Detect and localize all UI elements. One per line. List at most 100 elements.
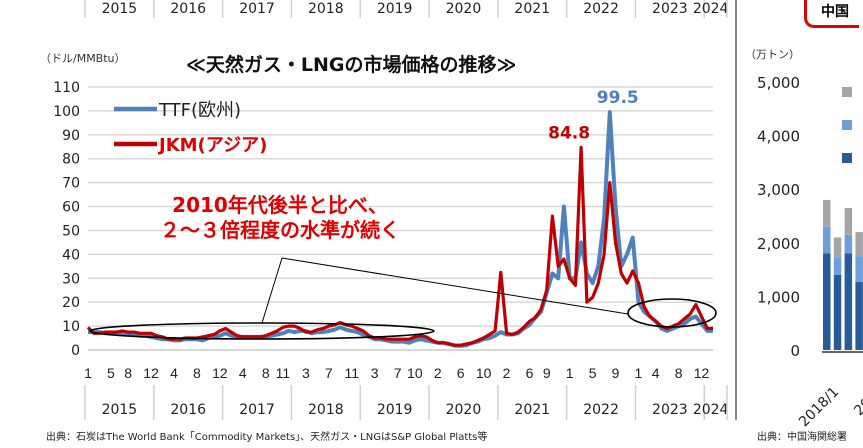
right-y-tick-label: 0 — [790, 342, 800, 360]
x-year-label: 2016 — [170, 402, 206, 418]
annotation-text: 2010年代後半と比べ、 ２～３倍程度の水準が続く — [130, 193, 430, 243]
stacked-bar-segment — [823, 199, 831, 227]
y-tick-label: 60 — [62, 200, 80, 216]
x-year-label: 2023 — [652, 402, 688, 418]
stacked-bar-segment — [823, 226, 831, 254]
header-year-label: 2019 — [377, 1, 413, 17]
x-month-tick-label: 1 — [635, 365, 643, 381]
y-tick-label: 90 — [62, 128, 80, 144]
y-tick-label: 20 — [62, 295, 80, 311]
y-tick-label: 70 — [62, 176, 80, 192]
y-tick-label: 10 — [62, 319, 80, 335]
stacked-bar-segment — [844, 207, 853, 235]
right-y-tick-label: 5,000 — [757, 74, 800, 92]
callout-line — [281, 257, 629, 315]
right-source-note: 出典：中国海関総署 — [757, 432, 847, 443]
x-month-tick-label: 6 — [526, 365, 534, 381]
header-year-label: 2016 — [170, 1, 206, 17]
x-month-tick-label: 8 — [262, 365, 270, 381]
right-x-tick-label: 2018/1 — [796, 384, 842, 430]
y-tick-label: 40 — [62, 247, 80, 263]
header-year-label: 2015 — [102, 1, 138, 17]
x-month-tick-label: 7 — [325, 365, 333, 381]
highlight-ellipse-2023 — [627, 298, 717, 328]
y-tick-label: 0 — [71, 343, 80, 359]
x-month-tick-label: 4 — [170, 365, 178, 381]
data-label: 84.8 — [548, 123, 590, 143]
y-tick-label: 30 — [62, 271, 80, 287]
legend-swatch — [842, 120, 852, 130]
x-month-tick-label: 12 — [694, 365, 710, 381]
header-year-label: 2020 — [446, 1, 482, 17]
x-month-tick-label: 4 — [652, 365, 660, 381]
legend-swatch — [842, 87, 852, 97]
x-month-tick-label: 2 — [434, 365, 442, 381]
x-month-tick-label: 5 — [589, 365, 597, 381]
header-year-label: 2018 — [308, 1, 344, 17]
header-year-label: 2024 — [693, 1, 729, 17]
legend-label: JKM(アジア) — [157, 135, 267, 156]
y-axis-unit: （ドル/MMBtu） — [40, 52, 126, 65]
stacked-bar-segment — [833, 237, 842, 258]
source-note: 出典：石炭はThe World Bank「Commodity Markets」、… — [46, 432, 488, 443]
x-year-label: 2015 — [102, 402, 138, 418]
x-year-label: 2017 — [239, 402, 275, 418]
stacked-bar-segment — [833, 257, 842, 275]
x-year-label: 2022 — [583, 402, 619, 418]
legend-label: TTF(欧州) — [158, 100, 241, 121]
right-y-tick-label: 4,000 — [757, 128, 800, 146]
chart-title: ≪天然ガス・LNGの市場価格の推移≫ — [186, 54, 517, 76]
x-month-tick-label: 10 — [476, 365, 492, 381]
stacked-bar-segment — [855, 232, 863, 257]
x-month-tick-label: 8 — [675, 365, 683, 381]
annotation-line-2: ２～３倍程度の水準が続く — [160, 218, 400, 242]
header-year-label: 2021 — [514, 1, 550, 17]
x-year-label: 2019 — [377, 402, 413, 418]
x-month-tick-label: 3 — [371, 365, 379, 381]
right-y-tick-label: 3,000 — [757, 181, 800, 199]
x-year-label: 2024 — [693, 402, 729, 418]
right-y-tick-label: 1,000 — [757, 288, 800, 306]
stacked-bar-segment — [833, 274, 842, 350]
x-month-tick-label: 3 — [302, 365, 310, 381]
x-month-tick-label: 1 — [566, 365, 574, 381]
header-year-label: 2017 — [239, 1, 275, 17]
stacked-bar-segment — [823, 253, 831, 350]
x-month-tick-label: 11 — [276, 365, 291, 381]
right-x-tick-label: 20 — [851, 395, 863, 419]
stacked-bar-segment — [844, 234, 853, 254]
china-panel-title: 中国 — [804, 0, 859, 28]
y-tick-label: 110 — [53, 80, 80, 96]
x-month-tick-label: 12 — [212, 365, 228, 381]
x-year-label: 2020 — [446, 402, 482, 418]
y-tick-label: 100 — [53, 104, 80, 120]
x-month-tick-label: 2 — [503, 365, 511, 381]
data-label: 99.5 — [597, 88, 639, 108]
x-month-tick-label: 12 — [143, 365, 159, 381]
x-year-label: 2018 — [308, 402, 344, 418]
callout-line — [261, 257, 283, 324]
y-tick-label: 80 — [62, 152, 80, 168]
x-month-tick-label: 9 — [543, 365, 551, 381]
x-month-tick-label: 7 — [394, 365, 402, 381]
x-month-tick-label: 8 — [193, 365, 201, 381]
x-month-tick-label: 5 — [107, 365, 115, 381]
right-y-axis-unit: （万トン） — [745, 48, 800, 61]
x-month-tick-label: 9 — [612, 365, 620, 381]
stacked-bar-segment — [855, 281, 863, 350]
legend-swatch — [842, 153, 852, 163]
annotation-line-1: 2010年代後半と比べ、 — [172, 193, 388, 217]
x-month-tick-label: 6 — [457, 365, 465, 381]
header-year-label: 2022 — [583, 1, 619, 17]
x-month-tick-label: 8 — [124, 365, 132, 381]
stacked-bar-segment — [844, 253, 853, 350]
x-month-tick-label: 10 — [407, 365, 423, 381]
china-panel-title-text: 中国 — [804, 0, 859, 28]
right-y-tick-label: 2,000 — [757, 235, 800, 253]
stacked-bar-segment — [855, 256, 863, 282]
x-month-tick-label: 1 — [84, 365, 92, 381]
y-tick-label: 50 — [62, 223, 80, 239]
x-month-tick-label: 4 — [239, 365, 247, 381]
x-month-tick-label: 11 — [344, 365, 359, 381]
